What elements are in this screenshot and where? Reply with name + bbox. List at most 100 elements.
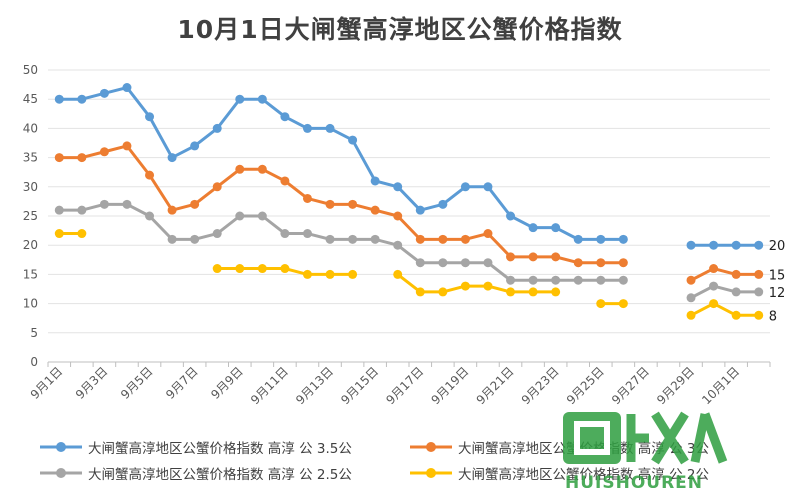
data-point	[99, 147, 109, 157]
plot-area: 20 15 12 8	[54, 83, 786, 324]
data-point	[551, 287, 561, 297]
x-tick-label: 9月7日	[163, 364, 201, 402]
data-point	[483, 258, 493, 268]
x-tick-label: 9月9日	[208, 364, 246, 402]
data-point	[596, 275, 606, 285]
series-line	[690, 284, 759, 300]
data-point	[506, 252, 516, 262]
series-1: 15	[54, 141, 786, 285]
y-tick-label: 20	[23, 238, 38, 252]
x-tick-label: 9月11日	[248, 364, 291, 407]
end-data-label: 8	[769, 309, 777, 324]
data-point	[551, 223, 561, 233]
data-point	[483, 281, 493, 291]
data-point	[212, 264, 222, 274]
data-point	[302, 193, 312, 203]
data-point	[54, 205, 64, 215]
series-line	[690, 267, 759, 282]
data-point	[573, 275, 583, 285]
legend-swatch	[410, 442, 452, 452]
x-tick-label: 9月1日	[28, 364, 66, 402]
data-point	[438, 287, 448, 297]
data-point	[551, 275, 561, 285]
data-point	[393, 269, 403, 279]
data-point	[325, 123, 335, 133]
data-point	[325, 199, 335, 209]
data-point	[212, 123, 222, 133]
data-point	[122, 141, 132, 151]
legend-swatch	[410, 468, 452, 478]
data-point	[709, 264, 719, 274]
data-point	[709, 240, 719, 250]
end-data-label: 15	[769, 268, 786, 283]
data-point	[280, 112, 290, 122]
data-point	[618, 275, 628, 285]
data-point	[438, 199, 448, 209]
data-point	[483, 182, 493, 192]
x-tick-label: 9月15日	[338, 364, 381, 407]
legend-swatch	[40, 468, 82, 478]
data-point	[235, 264, 245, 274]
data-point	[618, 258, 628, 268]
data-point	[596, 234, 606, 244]
data-point	[460, 234, 470, 244]
data-point	[731, 269, 741, 279]
data-point	[370, 176, 380, 186]
data-point	[573, 234, 583, 244]
data-point	[190, 199, 200, 209]
data-point	[235, 94, 245, 104]
data-point	[122, 83, 132, 93]
x-tick-label: 9月13日	[293, 364, 336, 407]
data-point	[393, 240, 403, 250]
data-point	[280, 176, 290, 186]
data-point	[731, 287, 741, 297]
series-0: 20	[54, 83, 785, 254]
data-point	[754, 310, 764, 320]
data-point	[754, 269, 764, 279]
x-tick-label: 9月19日	[428, 364, 471, 407]
data-point	[280, 229, 290, 239]
data-point	[573, 258, 583, 268]
data-point	[235, 211, 245, 221]
legend-label: 大闸蟹高淳地区公蟹价格指数 高淳 公 2.5公	[88, 467, 352, 483]
data-point	[528, 223, 538, 233]
y-tick-label: 50	[23, 63, 38, 77]
legend-swatch	[40, 442, 82, 452]
data-point	[325, 234, 335, 244]
data-point	[596, 258, 606, 268]
data-point	[415, 258, 425, 268]
data-point	[235, 164, 245, 174]
data-point	[325, 269, 335, 279]
data-point	[393, 182, 403, 192]
legend-item-series-3: 大闸蟹高淳地区公蟹价格指数 高淳 公 2公	[410, 462, 709, 484]
data-point	[551, 252, 561, 262]
series-3: 8	[54, 229, 777, 324]
data-point	[754, 240, 764, 250]
legend-label: 大闸蟹高淳地区公蟹价格指数 高淳 公 2公	[458, 467, 709, 483]
data-point	[280, 264, 290, 274]
data-point	[54, 94, 64, 104]
data-point	[370, 205, 380, 215]
data-point	[99, 199, 109, 209]
data-point	[54, 153, 64, 163]
x-tick-label: 9月5日	[118, 364, 156, 402]
data-point	[302, 123, 312, 133]
series-2: 12	[54, 199, 785, 303]
data-point	[731, 240, 741, 250]
data-point	[528, 287, 538, 297]
data-point	[460, 281, 470, 291]
series-line	[59, 86, 624, 241]
data-point	[438, 234, 448, 244]
data-point	[618, 234, 628, 244]
data-point	[122, 199, 132, 209]
data-point	[686, 310, 696, 320]
data-point	[415, 205, 425, 215]
data-point	[145, 211, 155, 221]
data-point	[370, 234, 380, 244]
legend-item-series-2: 大闸蟹高淳地区公蟹价格指数 高淳 公 2.5公	[40, 462, 352, 484]
data-point	[257, 94, 267, 104]
y-tick-label: 25	[23, 209, 38, 223]
data-point	[348, 269, 358, 279]
data-point	[77, 229, 87, 239]
data-point	[145, 170, 155, 180]
